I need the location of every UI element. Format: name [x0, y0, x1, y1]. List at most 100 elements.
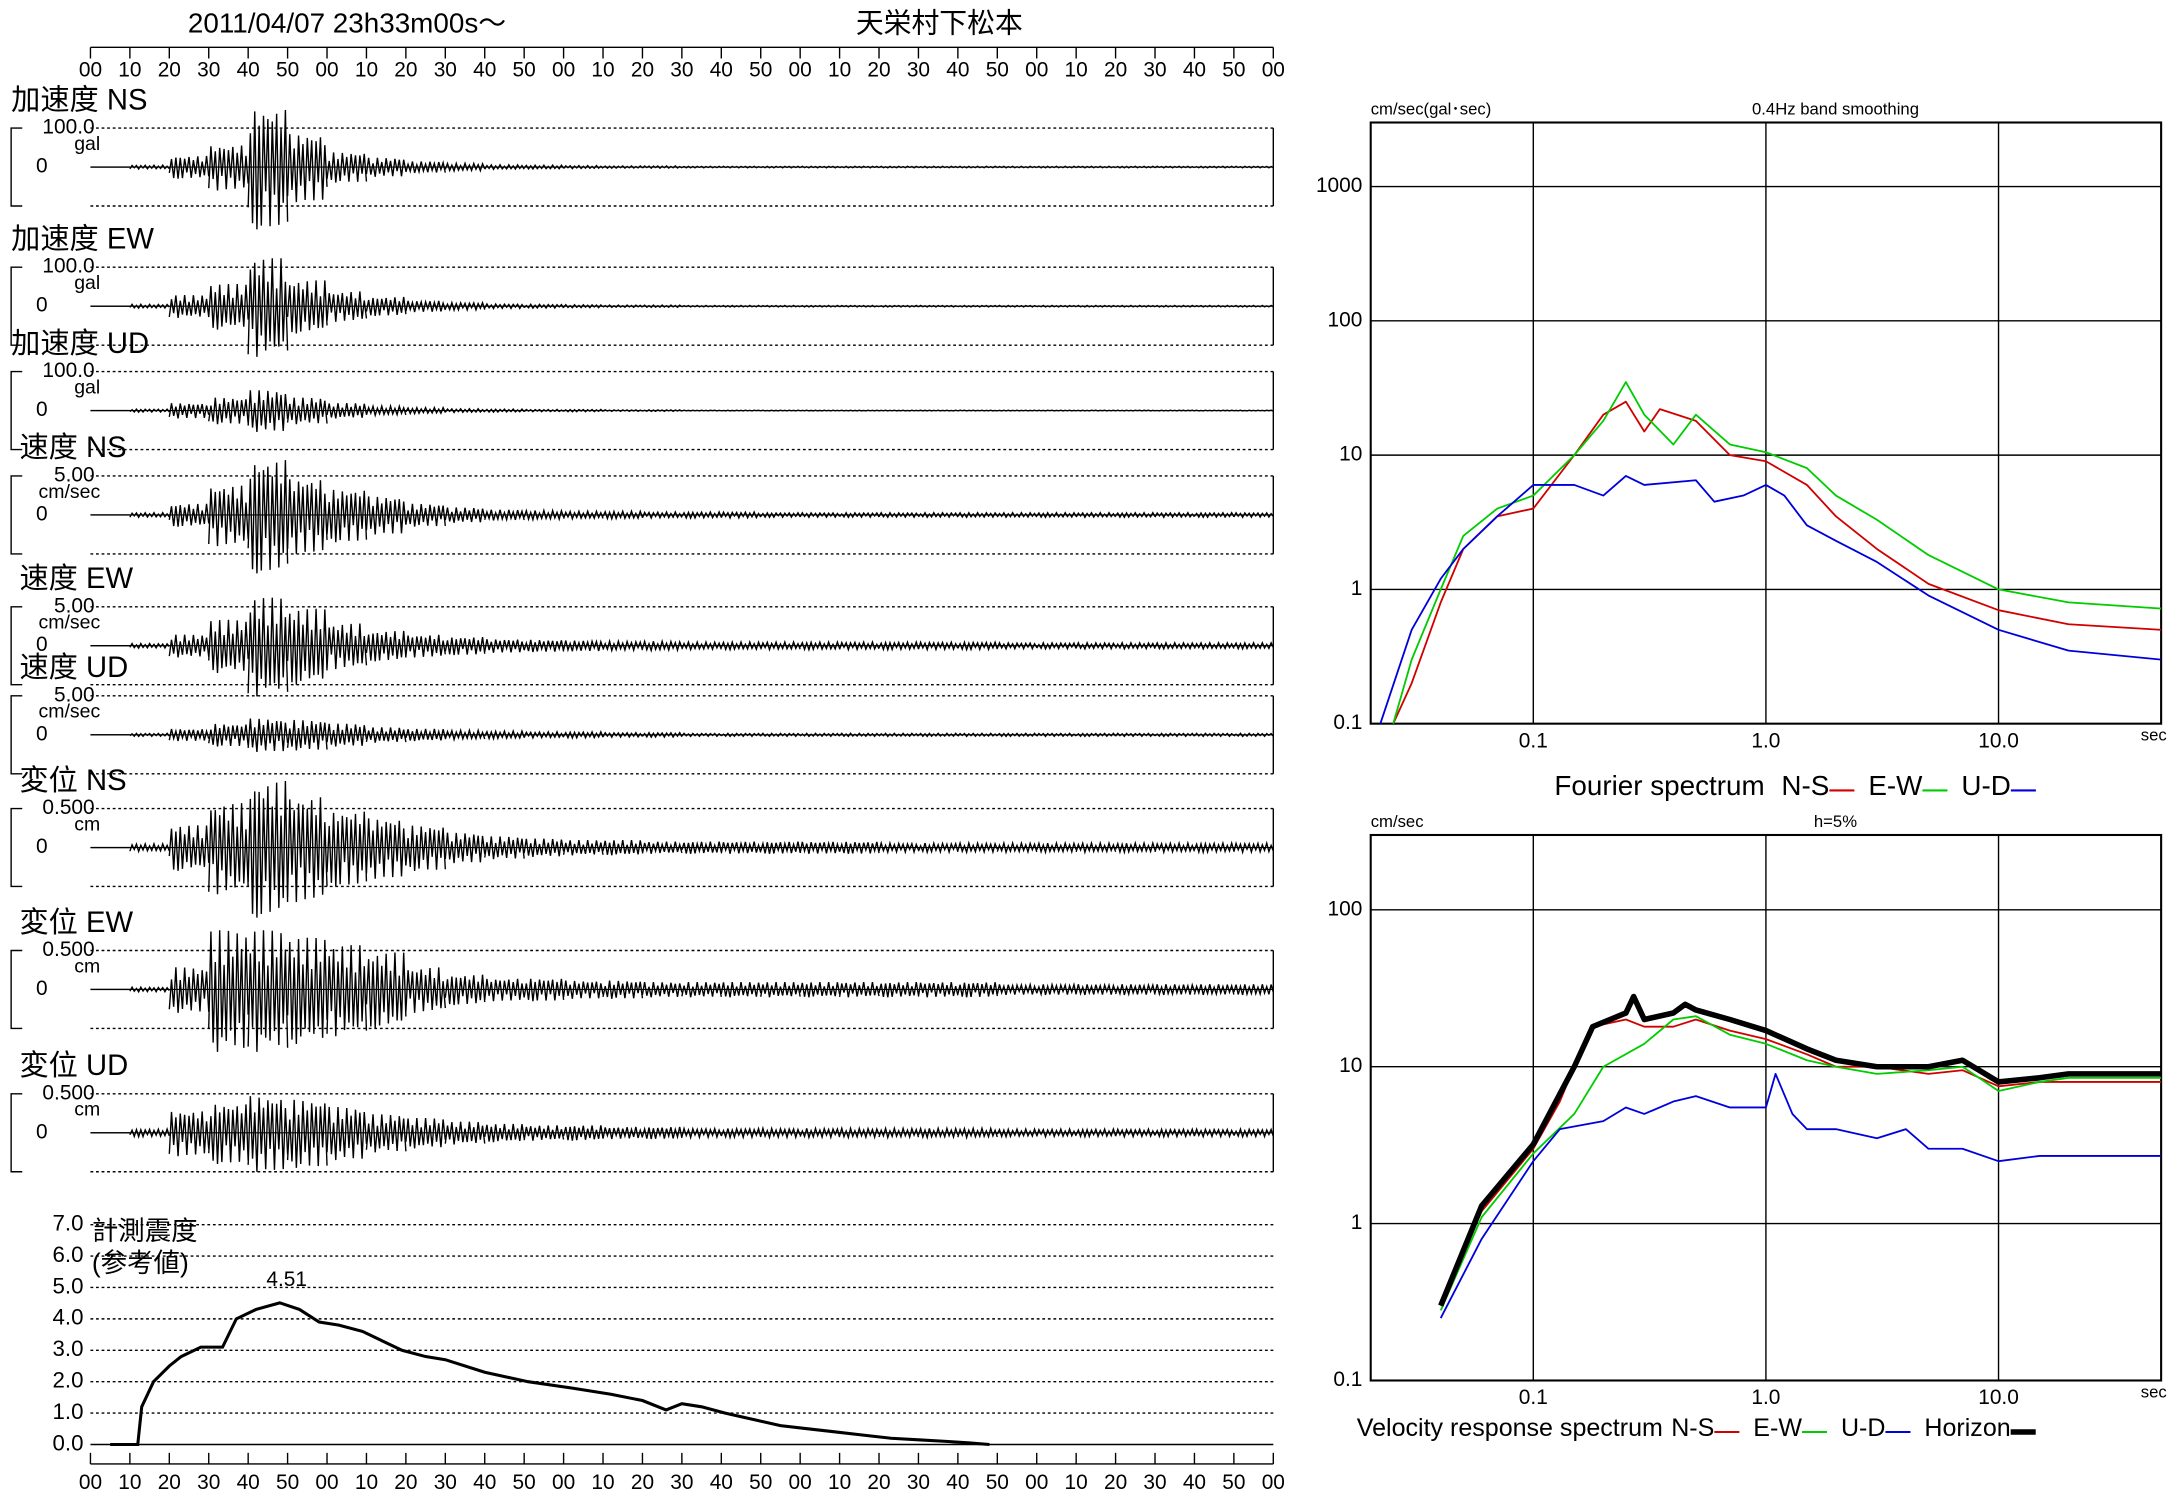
waveform-segment	[878, 732, 919, 738]
waveform-segment	[326, 152, 368, 183]
zero-label: 0	[36, 835, 48, 858]
waveform-segment	[602, 164, 643, 170]
chart-subtitle: (参考値)	[92, 1248, 189, 1278]
waveform-segment	[1036, 840, 1077, 855]
waveform-segment	[760, 409, 801, 412]
x-tick-label: 10	[828, 59, 851, 82]
x-tick-label: 40	[237, 59, 260, 82]
waveform-segment	[168, 825, 210, 871]
x-tick-label: 40	[237, 1471, 260, 1494]
waveform-segment	[1194, 304, 1235, 308]
waveform-segment	[918, 165, 959, 169]
scale-label: 100.0	[42, 116, 94, 139]
x-tick-label: 40	[946, 59, 969, 82]
waveform-segment	[405, 1117, 446, 1149]
x-tick-label: 00	[315, 59, 338, 82]
waveform-segment	[208, 1104, 249, 1164]
waveform-segment	[168, 634, 210, 658]
x-tick-label: 40	[710, 1471, 733, 1494]
waveform-segment	[168, 967, 210, 1013]
waveform-segment	[996, 981, 1038, 996]
record-time: 2011/04/07 23h33m00s～	[188, 7, 506, 38]
waveform-segment	[1075, 304, 1116, 308]
waveform-segment	[1233, 304, 1274, 308]
waveform-segment	[326, 811, 368, 887]
waveform-segment	[839, 409, 880, 412]
trace-name: 速度 NS	[19, 431, 126, 464]
waveform-segment	[1115, 165, 1156, 169]
x-axis-unit: sec	[2141, 726, 2167, 745]
waveform-segment	[838, 981, 880, 998]
zero-label: 0	[36, 722, 48, 745]
waveform-segment	[129, 1126, 170, 1140]
waveform-segment	[286, 479, 328, 554]
waveform-segment	[1233, 511, 1274, 519]
unit-label: gal	[74, 376, 100, 398]
x-tick-label: 20	[158, 59, 181, 82]
waveform-segment	[523, 1125, 565, 1141]
waveform-segment	[326, 403, 368, 419]
peak-label: 4.51	[266, 1268, 307, 1291]
scale-label: 5.00	[54, 463, 95, 486]
waveform-segment	[1036, 511, 1077, 519]
waveform-segment	[326, 623, 368, 670]
waveform-segment	[405, 728, 446, 742]
unit-label: gal	[74, 133, 100, 155]
waveform-segment	[444, 407, 486, 414]
waveform-segment	[405, 825, 447, 871]
waveform-segment	[996, 1126, 1038, 1139]
y-tick-label: 1.0	[53, 1399, 84, 1424]
waveform-segment	[602, 1126, 644, 1140]
y-tick-label: 10	[1339, 1054, 1362, 1077]
waveform-segment	[602, 840, 644, 856]
waveform-segment	[562, 730, 604, 740]
waveform-segment	[720, 165, 762, 169]
waveform-segment	[878, 511, 919, 519]
waveform-segment	[839, 732, 880, 738]
waveform-segment	[602, 638, 644, 653]
waveform-segment	[720, 639, 762, 652]
x-tick-label: 30	[434, 59, 457, 82]
waveform-segment	[286, 397, 328, 425]
station-name: 天栄村下松本	[856, 7, 1023, 38]
x-tick-label: 10	[1065, 1471, 1088, 1494]
waveform-segment	[1036, 165, 1077, 169]
waveform-segment	[957, 511, 998, 519]
waveform-segment	[917, 1125, 959, 1141]
waveform-segment	[523, 408, 564, 413]
unit-label: cm	[74, 813, 100, 835]
zero-label: 0	[36, 977, 48, 1000]
waveform-segment	[286, 937, 328, 1045]
x-tick-label: 10.0	[1978, 729, 2019, 752]
waveform-segment	[957, 840, 998, 855]
zero-label: 0	[36, 633, 48, 656]
waveform-segment	[997, 409, 1037, 412]
spectrum-line	[1439, 1015, 2162, 1311]
waveform-segment	[247, 460, 289, 574]
waveform-segment	[444, 507, 486, 523]
y-tick-label: 7.0	[53, 1211, 84, 1236]
y-tick-label: 100	[1328, 897, 1363, 920]
trace-name: 加速度 NS	[11, 83, 147, 116]
waveform-segment	[799, 639, 841, 652]
waveform-segment	[1233, 732, 1274, 738]
trace-name: 変位 UD	[19, 1049, 128, 1082]
y-tick-label: 5.0	[53, 1273, 84, 1298]
spectrum-line	[1392, 400, 2162, 725]
waveform-segment	[1036, 640, 1077, 651]
waveform-segment	[1193, 640, 1235, 651]
waveform-segment	[721, 304, 762, 308]
waveform-segment	[996, 840, 1038, 855]
waveform-segment	[957, 982, 998, 998]
waveform-segment	[286, 280, 328, 334]
waveform-segment	[838, 639, 880, 652]
waveform-segment	[168, 503, 210, 527]
waveform-segment	[1115, 732, 1156, 738]
waveform-segment	[444, 636, 486, 656]
spectrum-line	[1439, 1018, 2162, 1307]
waveform-segment	[444, 1121, 486, 1145]
waveform-segment	[1233, 840, 1274, 855]
x-tick-label: 20	[1104, 59, 1127, 82]
waveform-segment	[1154, 982, 1196, 997]
legend-label: N-S	[1671, 1414, 1714, 1442]
